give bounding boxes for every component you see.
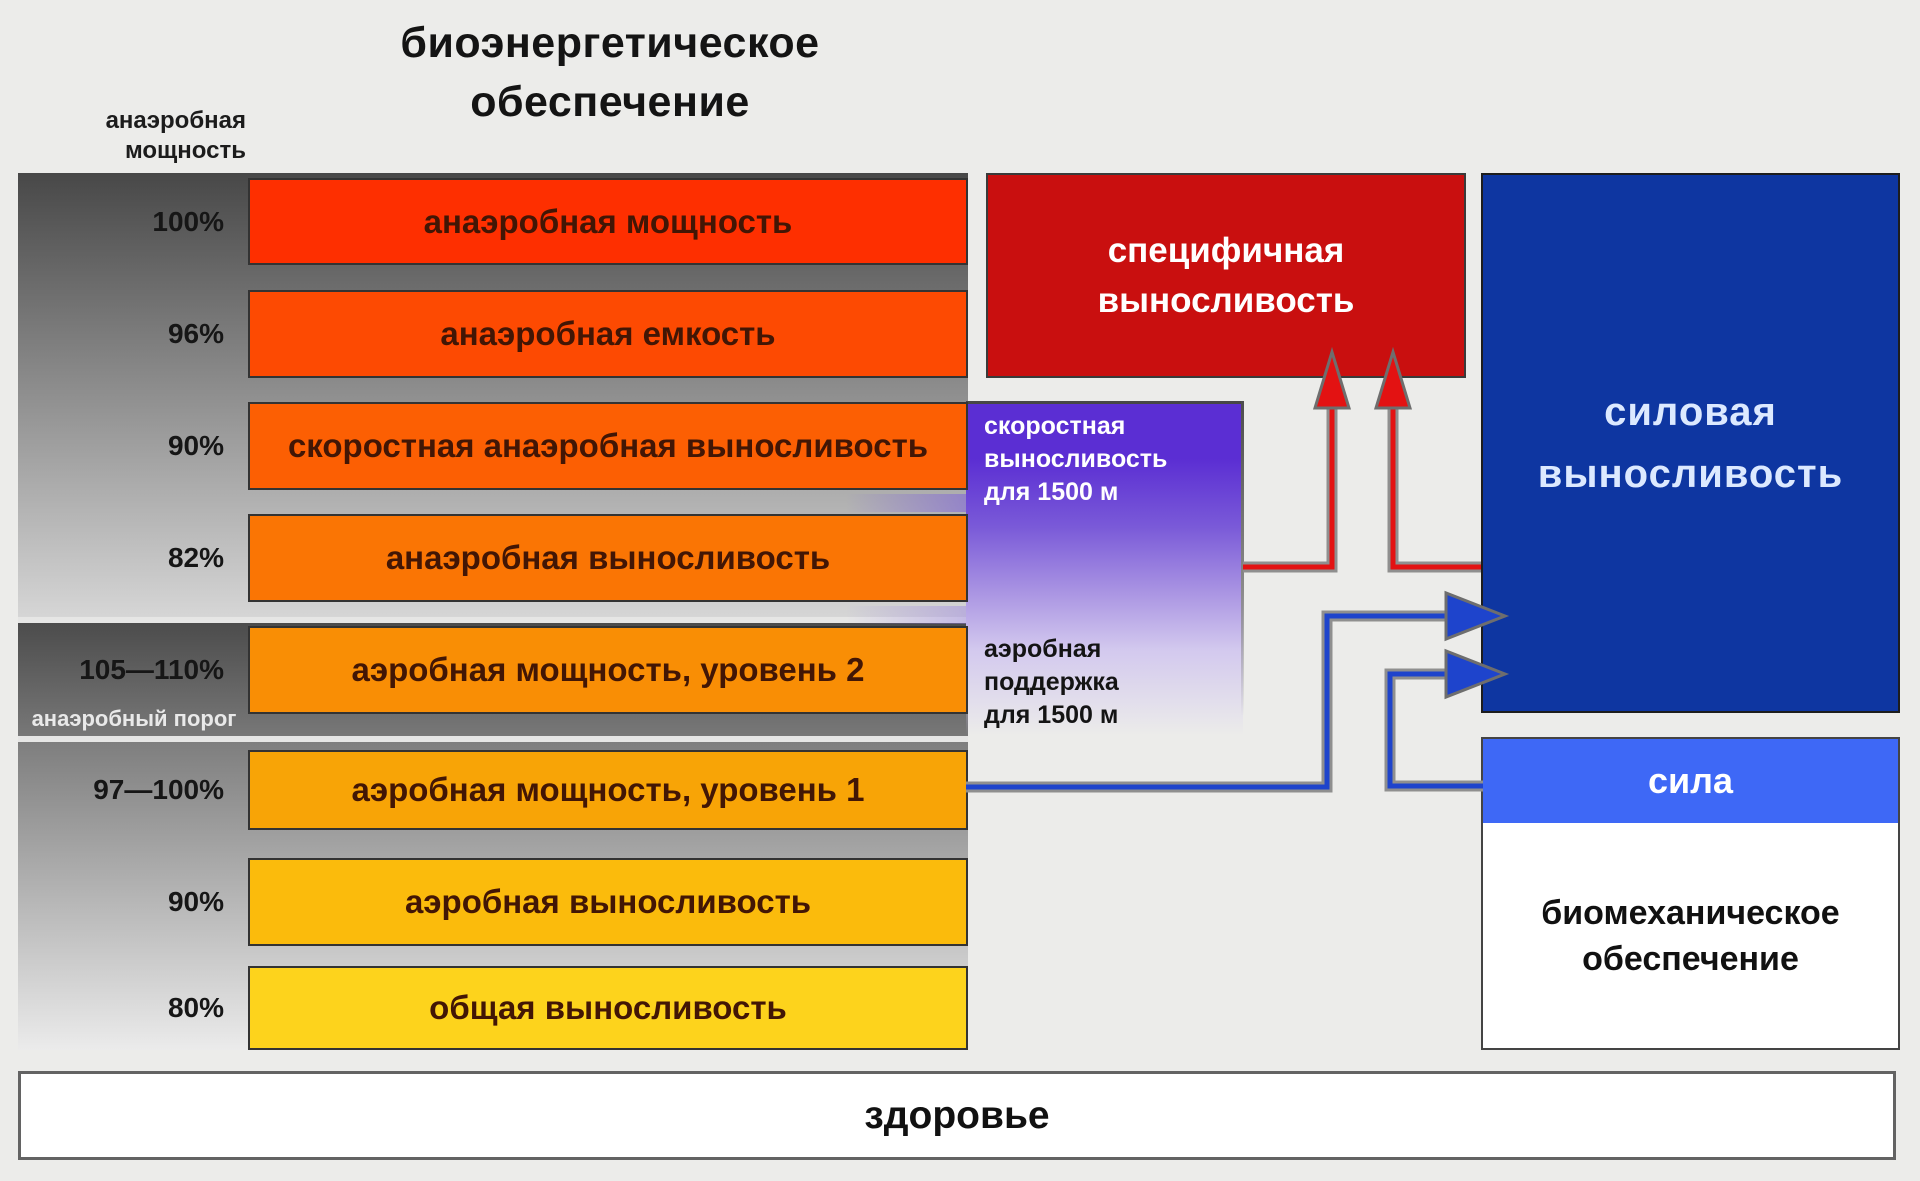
- energy-bar: скоростная анаэробная выносливость: [248, 402, 968, 490]
- intensity-percent-label: 90%: [167, 886, 224, 917]
- speed-endurance-line1: скоростная: [984, 412, 1126, 440]
- energy-bar: аэробная выносливость: [248, 858, 968, 946]
- aerobic-support-line1: аэробная поддержка: [984, 635, 1119, 696]
- purple-wedge-lower: [846, 606, 968, 624]
- strength-endurance-box: силовая выносливость: [1481, 173, 1900, 713]
- intensity-percent-label: 105—110%: [79, 654, 224, 685]
- panel-separator: [18, 736, 968, 742]
- race-1500m-panel-border: [1241, 401, 1244, 716]
- strength-biomechanics-box: сила биомеханическое обеспечение: [1481, 737, 1900, 1050]
- panel-separator: [18, 617, 968, 623]
- strength-header: сила: [1483, 739, 1898, 823]
- diagram-title-line1: биоэнергетическое: [400, 19, 820, 67]
- intensity-percent-label: 80%: [167, 992, 224, 1023]
- red-arrow-casing: [1243, 405, 1338, 573]
- specific-endurance-box: специфичная выносливость: [986, 173, 1466, 378]
- energy-bar: общая выносливость: [248, 966, 968, 1050]
- diagram-title: биоэнергетическое обеспечение: [210, 14, 1010, 132]
- blue-arrow-casing: [1384, 668, 1483, 792]
- strength-endurance-line1: силовая: [1604, 390, 1777, 434]
- specific-endurance-line2: выносливость: [1097, 280, 1355, 320]
- speed-endurance-line3: для 1500 м: [984, 478, 1119, 506]
- energy-bar: анаэробная емкость: [248, 290, 968, 378]
- red-arrow-line: [1243, 405, 1335, 570]
- red-arrow-casing: [1387, 405, 1481, 573]
- energy-bar: аэробная мощность, уровень 1: [248, 750, 968, 830]
- biomechanical-support-label: биомеханическое обеспечение: [1483, 823, 1898, 1048]
- intensity-percent-label: 90%: [167, 430, 224, 461]
- energy-bar: анаэробная выносливость: [248, 514, 968, 602]
- speed-endurance-1500m-label: скоростная выносливость для 1500 м: [984, 410, 1234, 509]
- diagram-title-line2: обеспечение: [470, 78, 750, 126]
- intensity-percent-label: 82%: [167, 542, 224, 573]
- strength-endurance-line2: выносливость: [1537, 452, 1844, 496]
- specific-endurance-line1: специфичная: [1107, 230, 1345, 270]
- blue-arrow-line: [1387, 671, 1483, 789]
- aerobic-support-1500m-label: аэробная поддержка для 1500 м: [984, 633, 1234, 732]
- biomechanical-line1: биомеханическое: [1541, 893, 1840, 932]
- axis-header: анаэробная мощность: [0, 106, 246, 166]
- anaerobic-threshold-label: анаэробный порог: [31, 706, 237, 731]
- intensity-percent-label: 97—100%: [93, 774, 224, 805]
- energy-bar: аэробная мощность, уровень 2: [248, 626, 968, 714]
- axis-header-line1: анаэробная: [105, 107, 246, 134]
- speed-endurance-line2: выносливость: [984, 445, 1168, 473]
- intensity-percent-label: 96%: [167, 318, 224, 349]
- intensity-percent-label: 100%: [152, 205, 224, 237]
- health-label: здоровье: [864, 1093, 1050, 1137]
- health-bar: здоровье: [18, 1071, 1896, 1160]
- energy-bar: анаэробная мощность: [248, 178, 968, 265]
- biomechanical-line2: обеспечение: [1582, 939, 1799, 978]
- axis-header-line2: мощность: [124, 137, 246, 164]
- red-arrow-line: [1390, 405, 1481, 570]
- purple-wedge-upper: [846, 494, 968, 512]
- aerobic-support-line2: для 1500 м: [984, 701, 1119, 729]
